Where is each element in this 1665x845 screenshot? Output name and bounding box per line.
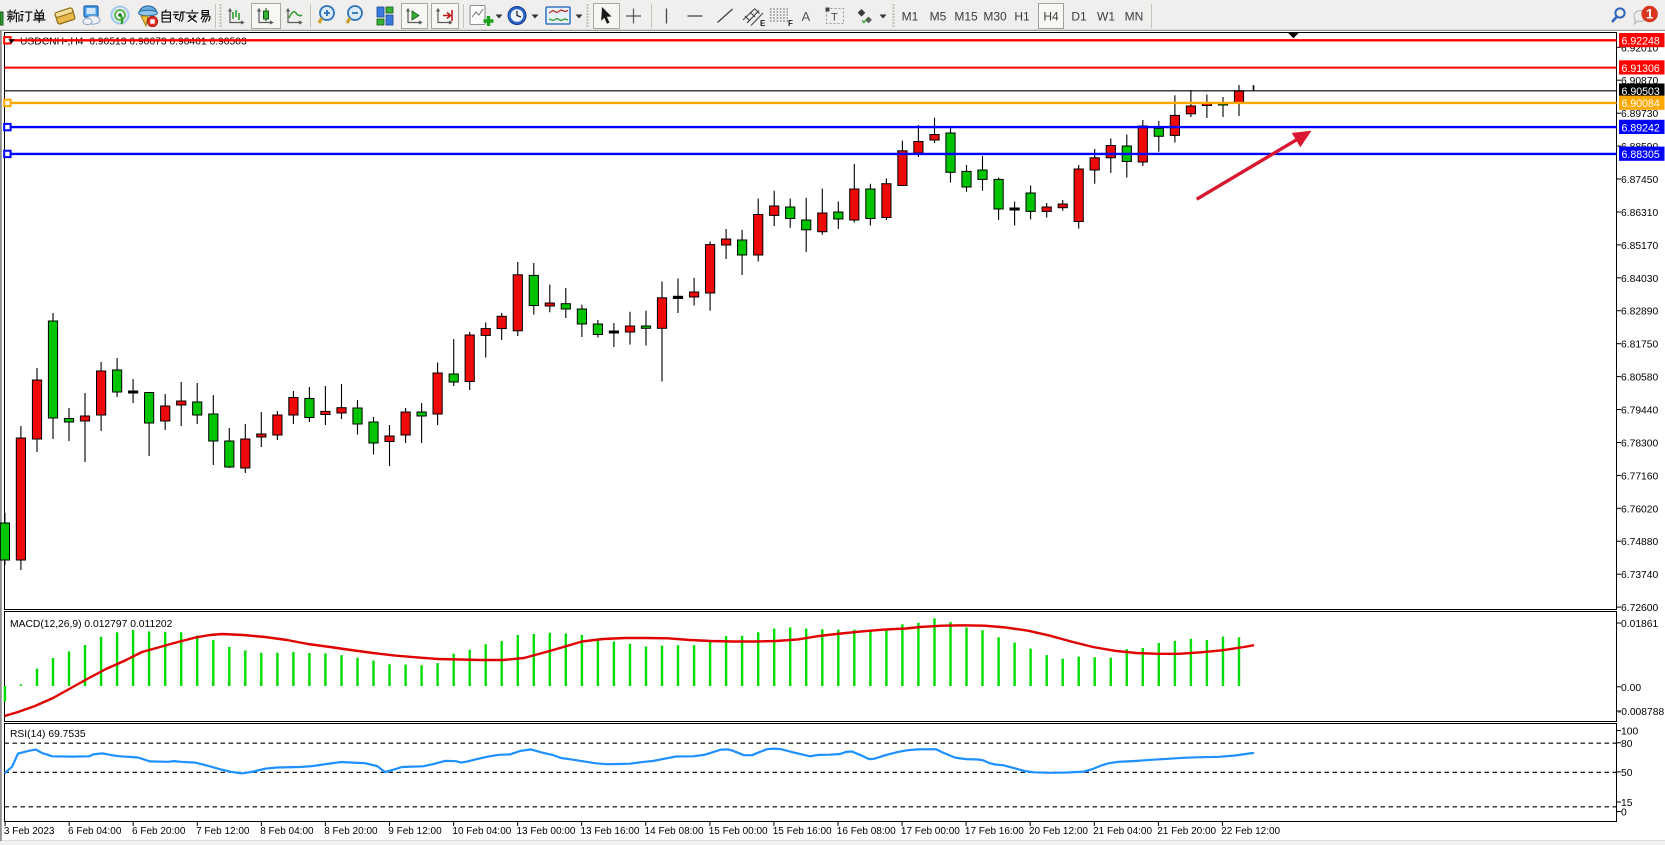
svg-text:6.88305: 6.88305	[1622, 149, 1660, 161]
svg-text:15: 15	[1621, 798, 1633, 809]
svg-text:7 Feb 12:00: 7 Feb 12:00	[196, 826, 250, 837]
svg-text:6.84030: 6.84030	[1621, 274, 1658, 285]
svg-text:6.85170: 6.85170	[1621, 241, 1658, 252]
svg-text:10 Feb 04:00: 10 Feb 04:00	[452, 826, 511, 837]
svg-text:6.90503: 6.90503	[1622, 86, 1660, 98]
svg-text:15 Feb 16:00: 15 Feb 16:00	[773, 826, 832, 837]
svg-text:F: F	[788, 19, 793, 28]
svg-text:6.90084: 6.90084	[1622, 98, 1660, 110]
svg-text:50: 50	[1621, 768, 1633, 779]
svg-text:1: 1	[1646, 7, 1654, 22]
svg-text:8 Feb 20:00: 8 Feb 20:00	[324, 826, 378, 837]
svg-text:H1: H1	[1014, 10, 1030, 24]
svg-text:6.72600: 6.72600	[1621, 603, 1658, 614]
svg-text:M15: M15	[954, 10, 978, 24]
svg-text:D1: D1	[1071, 10, 1087, 24]
svg-text:W1: W1	[1097, 10, 1115, 24]
svg-text:22 Feb 12:00: 22 Feb 12:00	[1221, 826, 1280, 837]
svg-text:6.89242: 6.89242	[1622, 122, 1660, 134]
svg-text:100: 100	[1621, 727, 1638, 738]
svg-text:6.86310: 6.86310	[1621, 208, 1658, 219]
svg-text:6 Feb 20:00: 6 Feb 20:00	[132, 826, 186, 837]
svg-text:M5: M5	[930, 10, 947, 24]
svg-text:M30: M30	[983, 10, 1007, 24]
svg-text:6.89730: 6.89730	[1621, 109, 1658, 120]
svg-text:6.82890: 6.82890	[1621, 307, 1658, 318]
svg-text:15 Feb 00:00: 15 Feb 00:00	[709, 826, 768, 837]
svg-text:6.74880: 6.74880	[1621, 537, 1658, 548]
svg-text:M1: M1	[902, 10, 919, 24]
svg-text:3 Feb 2023: 3 Feb 2023	[4, 826, 55, 837]
svg-text:21 Feb 20:00: 21 Feb 20:00	[1157, 826, 1216, 837]
svg-text:80: 80	[1621, 739, 1633, 750]
svg-text:6.80580: 6.80580	[1621, 373, 1658, 384]
svg-text:13 Feb 16:00: 13 Feb 16:00	[581, 826, 640, 837]
svg-text:RSI(14) 69.7535: RSI(14) 69.7535	[10, 729, 86, 740]
svg-text:9 Feb 12:00: 9 Feb 12:00	[388, 826, 442, 837]
svg-text:0.00: 0.00	[1621, 683, 1641, 694]
svg-text:E: E	[760, 19, 766, 28]
svg-text:0.01861: 0.01861	[1621, 619, 1658, 630]
svg-text:13 Feb 00:00: 13 Feb 00:00	[517, 826, 576, 837]
svg-text:20 Feb 12:00: 20 Feb 12:00	[1029, 826, 1088, 837]
svg-text:H4: H4	[1043, 10, 1059, 24]
svg-text:6.76020: 6.76020	[1621, 504, 1658, 515]
svg-text:0: 0	[1621, 808, 1627, 819]
svg-text:6.90870: 6.90870	[1621, 76, 1658, 87]
svg-text:6.87450: 6.87450	[1621, 175, 1658, 186]
svg-text:6.79440: 6.79440	[1621, 406, 1658, 417]
svg-text:-0.008788: -0.008788	[1618, 707, 1665, 718]
svg-text:6.73740: 6.73740	[1621, 570, 1658, 581]
svg-text:6.92248: 6.92248	[1622, 36, 1660, 48]
svg-text:6.77160: 6.77160	[1621, 471, 1658, 482]
svg-text:17 Feb 00:00: 17 Feb 00:00	[901, 826, 960, 837]
svg-text:MN: MN	[1125, 10, 1144, 24]
svg-text:USDCNH-,H4 6.90513 6.90673 6.: USDCNH-,H4 6.90513 6.90673 6.90461 6.905…	[20, 37, 247, 48]
svg-text:MACD(12,26,9) 0.012797 0.01120: MACD(12,26,9) 0.012797 0.011202	[10, 619, 173, 630]
svg-text:6 Feb 04:00: 6 Feb 04:00	[68, 826, 122, 837]
svg-text:6.78300: 6.78300	[1621, 439, 1658, 450]
svg-text:6.92010: 6.92010	[1621, 43, 1658, 54]
svg-text:6.91306: 6.91306	[1622, 63, 1660, 75]
svg-text:17 Feb 16:00: 17 Feb 16:00	[965, 826, 1024, 837]
svg-text:6.81750: 6.81750	[1621, 340, 1658, 351]
svg-text:21 Feb 04:00: 21 Feb 04:00	[1093, 826, 1152, 837]
svg-text:T: T	[831, 12, 838, 24]
svg-text:14 Feb 08:00: 14 Feb 08:00	[645, 826, 704, 837]
svg-text:16 Feb 08:00: 16 Feb 08:00	[837, 826, 896, 837]
svg-text:A: A	[802, 9, 811, 24]
svg-text:8 Feb 04:00: 8 Feb 04:00	[260, 826, 314, 837]
